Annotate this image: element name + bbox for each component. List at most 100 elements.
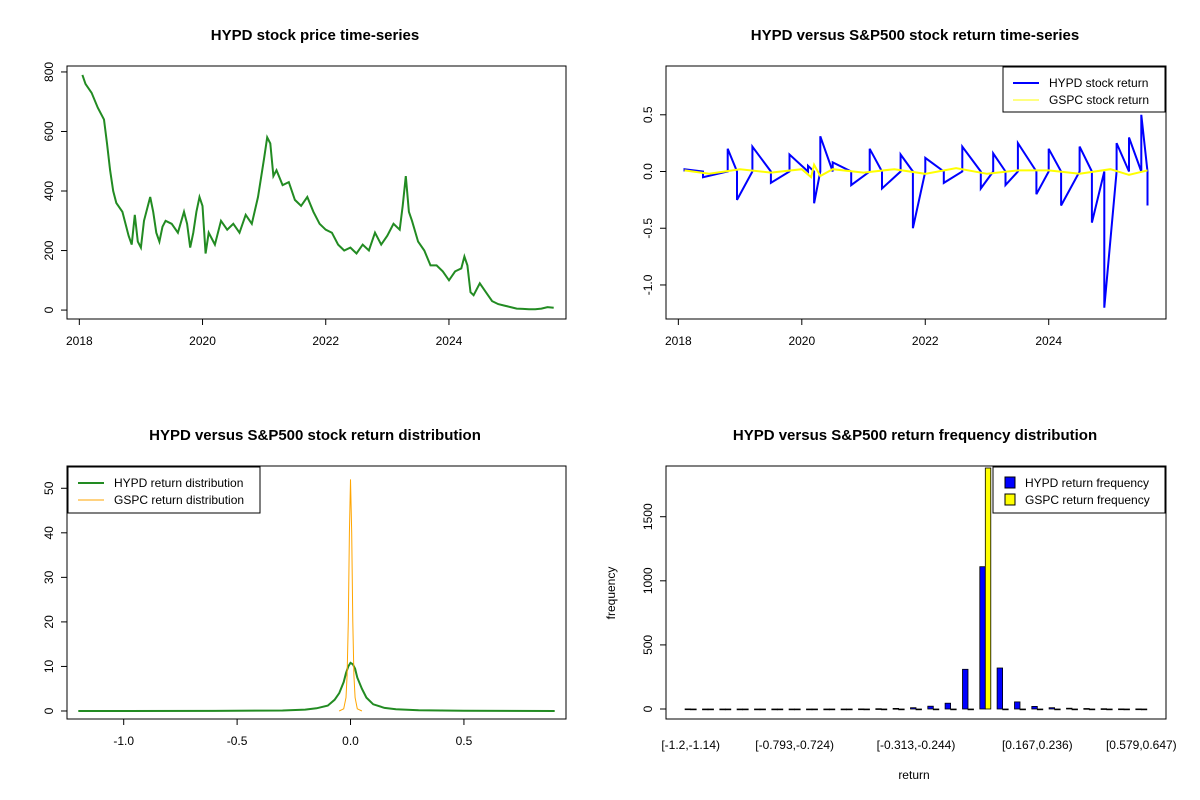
frequency-x-tick-label: [0.167,0.236)	[1002, 738, 1073, 752]
hypd-freq-bar	[1048, 707, 1055, 710]
gspc-density-line	[338, 479, 363, 712]
price-chart-panel: HYPD stock price time-series 2018 2020 202…	[42, 27, 567, 348]
density-x-tick-label: 0.5	[456, 734, 473, 748]
hypd-freq-bar	[1083, 708, 1090, 710]
density-y-tick-label: 30	[42, 570, 56, 584]
gspc-freq-bar	[984, 467, 992, 710]
gspc-freq-bar	[932, 708, 940, 711]
density-y-tick-label: 40	[42, 526, 56, 540]
legend-swatch	[1004, 476, 1016, 489]
hypd-freq-bar	[892, 708, 899, 710]
hypd-freq-bar	[1031, 706, 1038, 710]
gspc-freq-bar	[690, 708, 697, 711]
price-series-line	[81, 74, 554, 311]
return-x-tick-label: 2022	[912, 334, 939, 348]
legend-label: HYPD return frequency	[1025, 476, 1149, 490]
gspc-freq-bar	[707, 708, 714, 711]
hypd-freq-bar	[944, 702, 951, 710]
price-y-tick-label: 600	[42, 121, 56, 141]
hypd-return-line	[683, 114, 1149, 308]
legend-label: GSPC return frequency	[1025, 493, 1150, 507]
price-y-tick-label: 200	[42, 240, 56, 260]
distribution-chart-frame	[66, 465, 567, 720]
price-x-tick-label: 2024	[436, 334, 463, 348]
gspc-freq-bar	[794, 708, 801, 711]
price-chart-title: HYPD stock price time-series	[211, 27, 419, 44]
hypd-freq-bar	[719, 708, 726, 711]
gspc-freq-bar	[1071, 708, 1078, 711]
legend-box	[67, 466, 261, 514]
gspc-freq-bar	[1019, 708, 1026, 711]
price-chart-frame	[66, 65, 567, 320]
density-y-tick-label: 50	[42, 481, 56, 495]
gspc-freq-bar	[811, 708, 818, 711]
gspc-freq-bar	[828, 708, 836, 711]
hypd-freq-bar	[823, 708, 830, 711]
gspc-freq-bar	[1106, 708, 1113, 711]
frequency-y-tick-label: 1500	[641, 503, 655, 530]
density-x-tick-label: 0.0	[342, 734, 359, 748]
gspc-freq-bar	[724, 708, 732, 711]
hypd-freq-bar	[1100, 708, 1107, 710]
frequency-chart-frame	[665, 465, 1167, 720]
frequency-x-tick-label: [0.579,0.647)	[1106, 738, 1177, 752]
legend-box	[1002, 66, 1166, 113]
return-x-tick-label: 2020	[788, 334, 815, 348]
return-chart-title: HYPD versus S&P500 stock return time-ser…	[751, 27, 1079, 44]
price-y-tick-label: 0	[42, 306, 56, 313]
hypd-freq-bar	[1118, 708, 1125, 711]
return-chart-frame	[665, 65, 1167, 320]
gspc-freq-bar	[776, 708, 784, 711]
frequency-y-tick-label: 1000	[641, 567, 655, 594]
gspc-freq-bar	[1123, 708, 1130, 711]
hypd-freq-bar	[684, 708, 691, 711]
hypd-freq-bar	[702, 708, 709, 711]
frequency-x-tick-label: [-1.2,-1.14)	[661, 738, 720, 752]
gspc-freq-bar	[1054, 708, 1061, 711]
gspc-freq-bar	[967, 708, 974, 711]
price-x-tick-label: 2018	[66, 334, 93, 348]
hypd-freq-bar	[875, 708, 882, 710]
return-x-tick-label: 2024	[1035, 334, 1062, 348]
distribution-chart-panel: HYPD versus S&P500 stock return distribu…	[42, 427, 567, 748]
legend-label: HYPD return distribution	[114, 476, 243, 490]
gspc-freq-bar	[950, 708, 957, 711]
legend-label: GSPC stock return	[1049, 93, 1149, 107]
hypd-freq-bar	[927, 705, 934, 710]
return-y-tick-label: 0.0	[641, 163, 655, 180]
gspc-freq-bar	[915, 708, 922, 711]
hypd-freq-bar	[858, 708, 865, 711]
gspc-freq-bar	[742, 708, 749, 711]
hypd-freq-bar	[1066, 707, 1073, 710]
return-y-tick-label: -0.5	[641, 218, 655, 239]
frequency-y-axis-label: frequency	[604, 567, 618, 620]
gspc-return-line	[684, 161, 1148, 180]
hypd-freq-bar	[754, 708, 761, 711]
frequency-x-axis-label: return	[898, 768, 929, 782]
hypd-freq-bar	[736, 708, 743, 711]
frequency-x-tick-label: [-0.793,-0.724)	[755, 738, 834, 752]
gspc-freq-bar	[1036, 708, 1044, 711]
hypd-freq-bar	[962, 668, 969, 710]
density-x-tick-label: -0.5	[227, 734, 248, 748]
return-chart-panel: HYPD versus S&P500 stock return time-ser…	[641, 27, 1167, 348]
distribution-chart-title: HYPD versus S&P500 stock return distribu…	[149, 427, 481, 444]
frequency-chart-panel: HYPD versus S&P500 return frequency dist…	[604, 427, 1177, 782]
density-x-tick-label: -1.0	[113, 734, 134, 748]
hypd-density-line	[78, 661, 555, 712]
price-x-tick-label: 2022	[312, 334, 339, 348]
hypd-freq-bar	[1014, 701, 1021, 710]
legend-label: GSPC return distribution	[114, 493, 244, 507]
gspc-freq-bar	[759, 708, 766, 711]
gspc-freq-bar	[1140, 708, 1148, 711]
price-y-tick-label: 400	[42, 181, 56, 201]
density-y-tick-label: 20	[42, 615, 56, 629]
return-y-tick-label: -1.0	[641, 274, 655, 295]
price-x-tick-label: 2020	[189, 334, 216, 348]
hypd-freq-bar	[788, 708, 795, 711]
legend-box	[992, 466, 1166, 514]
hypd-freq-bar	[1135, 708, 1142, 711]
legend-swatch	[1004, 493, 1016, 506]
hypd-freq-bar	[910, 707, 917, 710]
